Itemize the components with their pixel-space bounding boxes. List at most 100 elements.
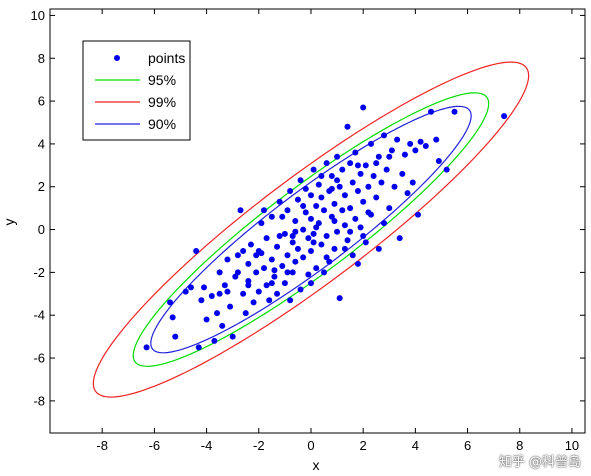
data-point	[334, 228, 341, 235]
y-axis-ticks: -8 -6 -4 -2 0 2 4 6 8 10	[31, 8, 585, 408]
x-tick-label: 4	[412, 438, 419, 453]
data-point	[341, 192, 348, 199]
data-point	[274, 290, 281, 297]
y-tick-label: -2	[33, 265, 45, 280]
data-point	[331, 200, 338, 207]
legend-marker	[114, 55, 120, 61]
data-point	[341, 222, 348, 229]
data-point	[365, 209, 372, 216]
legend-label: 90%	[148, 116, 176, 132]
data-point	[268, 280, 275, 287]
data-point	[305, 235, 312, 242]
data-point	[352, 149, 359, 156]
data-point	[234, 252, 241, 259]
legend-label: 95%	[148, 72, 176, 88]
data-point	[360, 198, 367, 205]
data-point	[435, 158, 442, 165]
legend-label: 99%	[148, 94, 176, 110]
data-point	[373, 160, 380, 167]
data-point	[292, 218, 299, 224]
data-point	[313, 224, 320, 231]
y-tick-label: 4	[38, 136, 45, 151]
data-point	[381, 220, 388, 227]
data-point	[281, 280, 288, 287]
data-point	[143, 344, 150, 351]
data-point	[229, 333, 236, 340]
data-point	[428, 108, 435, 115]
data-point	[375, 153, 382, 160]
data-point	[386, 205, 393, 212]
data-point	[451, 108, 458, 115]
data-point	[313, 203, 320, 210]
data-point	[375, 245, 382, 252]
data-point	[300, 203, 307, 210]
data-point	[279, 262, 286, 269]
data-point	[302, 185, 309, 192]
data-point	[326, 258, 333, 265]
data-point	[281, 230, 288, 237]
legend-label: points	[148, 50, 185, 66]
data-point	[360, 104, 367, 111]
data-point	[284, 252, 291, 259]
data-point	[195, 344, 202, 351]
data-point	[266, 297, 273, 304]
data-point	[216, 290, 223, 297]
data-point	[349, 252, 356, 259]
data-point	[279, 213, 286, 220]
data-point	[242, 310, 249, 317]
data-point	[378, 179, 385, 186]
data-point	[323, 254, 330, 261]
data-point	[167, 299, 174, 306]
data-point	[271, 267, 278, 274]
data-point	[216, 269, 223, 276]
data-point	[198, 297, 205, 304]
data-point	[271, 273, 278, 280]
data-point	[227, 303, 234, 310]
data-point	[307, 280, 314, 287]
data-point	[331, 218, 338, 224]
y-tick-label: -4	[33, 308, 45, 323]
y-axis-label: y	[1, 219, 17, 226]
data-point	[349, 179, 356, 186]
data-point	[211, 337, 218, 344]
data-point	[347, 205, 354, 212]
data-point	[328, 185, 335, 192]
data-point	[412, 147, 419, 154]
data-point	[284, 269, 291, 276]
watermark-logo: 知乎 @科普岛	[498, 455, 581, 470]
data-point	[284, 207, 291, 214]
data-point	[323, 160, 330, 167]
data-point	[289, 239, 296, 246]
data-point	[237, 207, 244, 214]
data-point	[362, 239, 369, 246]
data-point	[318, 194, 325, 201]
data-point	[339, 207, 346, 214]
data-point	[394, 136, 401, 143]
data-point	[261, 265, 267, 272]
data-point	[339, 166, 346, 173]
data-point	[258, 220, 265, 227]
data-point	[323, 232, 330, 239]
data-point	[365, 183, 372, 190]
y-tick-label: 2	[38, 179, 45, 194]
data-point	[354, 188, 361, 195]
data-point	[310, 239, 317, 246]
data-point	[263, 235, 270, 242]
data-point	[232, 273, 239, 280]
data-point	[193, 247, 200, 254]
data-point	[404, 190, 411, 197]
data-point	[407, 140, 414, 147]
data-point	[321, 207, 328, 214]
data-point	[276, 198, 283, 205]
y-tick-label: 10	[31, 8, 45, 23]
data-point	[422, 143, 429, 150]
y-tick-label: 0	[38, 222, 45, 237]
data-point	[388, 147, 395, 154]
data-point	[203, 316, 210, 323]
data-point	[247, 241, 254, 248]
ellipse-95pct	[132, 92, 490, 367]
data-point	[310, 166, 317, 173]
data-point	[297, 177, 304, 184]
y-tick-label: -6	[33, 351, 45, 366]
